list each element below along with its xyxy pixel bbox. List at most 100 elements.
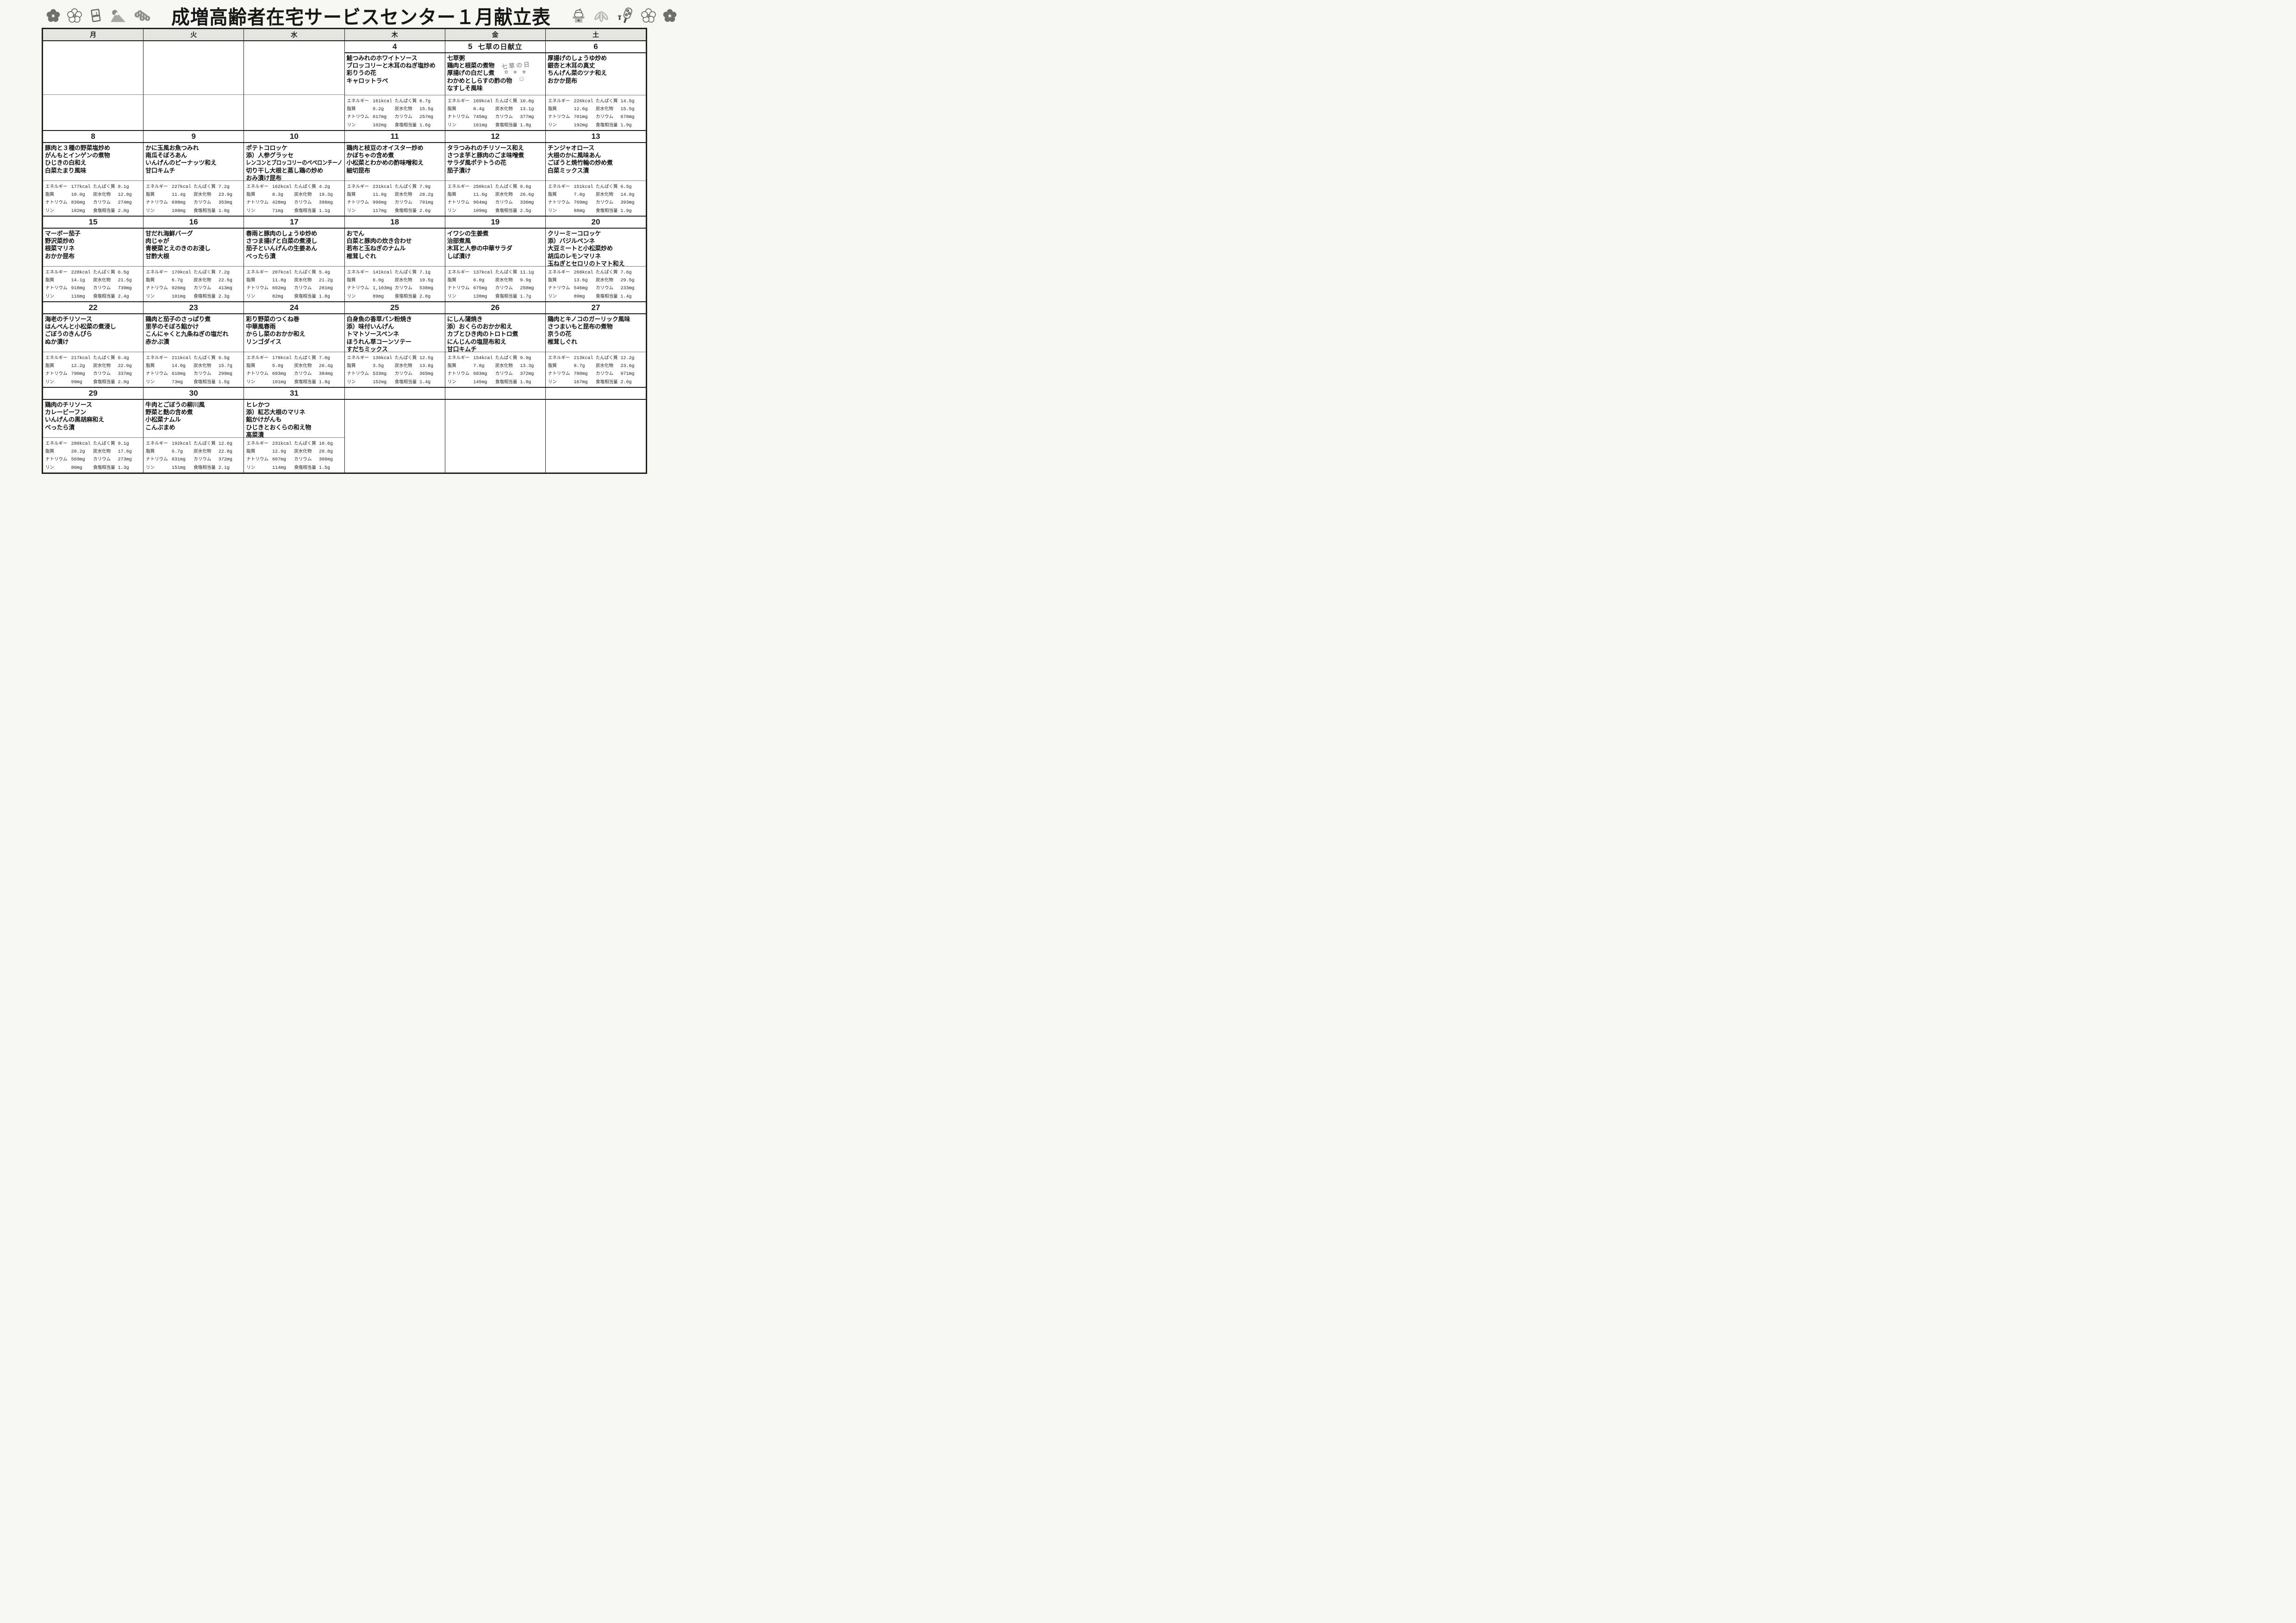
nutrition-value: 14.1g bbox=[71, 278, 85, 284]
day-header: 11 bbox=[344, 131, 445, 143]
page-title: 成増高齢者在宅サービスセンター１月献立表 bbox=[171, 7, 551, 29]
menu-item: 茄子漬け bbox=[447, 167, 471, 174]
nutrition-value: 1.6g bbox=[419, 123, 431, 128]
nutrition-row: リン 108mg 食塩相当量 1.8g bbox=[146, 207, 241, 215]
nutrition-row: ナトリウム 683mg カリウム 372mg bbox=[448, 370, 543, 378]
menu-item: おでん bbox=[346, 230, 365, 237]
nutrition-label: リン bbox=[447, 293, 456, 299]
nutrition-value: 365mg bbox=[419, 372, 434, 377]
nutrition-row: リン 89mg 食塩相当量 1.4g bbox=[548, 292, 643, 300]
nutrition-label: 炭水化物 bbox=[93, 363, 111, 369]
nutrition-value: 89mg bbox=[574, 294, 585, 299]
nutrition-label: エネルギー bbox=[45, 441, 68, 446]
menu-item: 南瓜そぼろあん bbox=[145, 152, 187, 159]
nutrition-label: 炭水化物 bbox=[595, 106, 613, 112]
new-year-card-icon bbox=[91, 9, 101, 22]
nutrition-panel: エネルギー 231kcal たんぱく質 10.6g 脂質 12.9g 炭水化物 20.8g ナト… bbox=[244, 437, 344, 473]
nutrition-row: ナトリウム 546mg カリウム 233mg bbox=[548, 284, 643, 292]
nutrition-value: 11.4g bbox=[171, 193, 186, 198]
menu-item: 大根のかに風味あん bbox=[547, 152, 601, 159]
nutrition-value: 22.0g bbox=[118, 364, 132, 369]
nutrition-value: 610mg bbox=[171, 372, 186, 377]
menu-item: ポテトコロッケ bbox=[246, 144, 287, 151]
nutrition-value: 137kcal bbox=[473, 270, 493, 275]
svg-text:✳: ✳ bbox=[668, 14, 672, 19]
menu-item: 里芋のそぼろ餡かけ bbox=[145, 323, 199, 330]
nutrition-value: 11.1g bbox=[520, 270, 534, 275]
nutrition-label: カリウム bbox=[495, 200, 513, 205]
menu-item: 椎茸しぐれ bbox=[346, 252, 376, 260]
menu-item: おかか昆布 bbox=[547, 77, 577, 84]
menu-item: 彩りうの花 bbox=[346, 69, 376, 77]
nutrition-value: 1.8g bbox=[218, 208, 230, 214]
nutrition-label: 炭水化物 bbox=[93, 192, 111, 198]
nutrition-row: リン 99mg 食塩相当量 2.0g bbox=[45, 378, 141, 386]
nutrition-value: 101mg bbox=[171, 294, 186, 299]
nutrition-value: 192kcal bbox=[171, 442, 191, 447]
day-number: 20 bbox=[591, 218, 600, 226]
nutrition-value: 13.1g bbox=[520, 107, 534, 112]
menu-list: 鮭つみれのホワイトソース ブロッコリーと木耳のねぎ塩炒め 彩りうの花 キャロットラペ bbox=[345, 53, 445, 95]
nutrition-label: カリウム bbox=[193, 200, 212, 205]
nutrition-value: 8.1g bbox=[118, 185, 129, 190]
weekday-header: 金 bbox=[445, 29, 546, 40]
nutrition-value: 336mg bbox=[520, 200, 534, 206]
empty-day-strip bbox=[545, 388, 646, 400]
nutrition-label: 食塩相当量 bbox=[595, 293, 618, 299]
nutrition-row: リン 88mg 食塩相当量 1.9g bbox=[548, 207, 643, 215]
nutrition-value: 211kcal bbox=[171, 356, 191, 361]
menu-calendar-page: ✳ ✳ bbox=[0, 0, 689, 487]
nutrition-value: 22.8g bbox=[218, 449, 232, 455]
nutrition-row: エネルギー 268kcal たんぱく質 7.6g bbox=[548, 268, 643, 276]
nutrition-label: たんぱく質 bbox=[193, 270, 216, 275]
menu-item: 添）味付いんげん bbox=[346, 323, 394, 330]
nutrition-row: エネルギー 130kcal たんぱく質 12.5g bbox=[347, 354, 443, 362]
nutrition-value: 2.0g bbox=[118, 379, 129, 385]
menu-item: 椎茸しぐれ bbox=[547, 338, 577, 345]
nutrition-value: 88mg bbox=[574, 208, 585, 214]
smiling-faces-icon: ☺ ☺ bbox=[505, 75, 527, 83]
nutrition-label: 食塩相当量 bbox=[495, 208, 518, 213]
nutrition-label: ナトリウム bbox=[447, 371, 470, 377]
day-header: 10 bbox=[244, 131, 344, 143]
menu-list: かに玉風お魚つみれ 南瓜そぼろあん いんげんのピーナッツ和え 甘口キムチ bbox=[144, 143, 243, 180]
nutrition-label: 食塩相当量 bbox=[495, 379, 518, 385]
nutrition-label: ナトリウム bbox=[347, 286, 369, 291]
nutrition-label: 脂質 bbox=[246, 278, 256, 283]
nutrition-label: 炭水化物 bbox=[595, 192, 613, 198]
weekday-header: 木 bbox=[345, 29, 445, 40]
menu-item: 七草粥 bbox=[447, 55, 465, 62]
nutrition-value: 1.5g bbox=[218, 379, 230, 385]
calendar-cell-day-30: 30 牛肉とごぼうの柳川風 野菜と麩の含め煮 小松菜ナムル こんぶまめ エネルギー 192k… bbox=[144, 388, 244, 473]
menu-item: かぼちゃの含め煮 bbox=[346, 152, 394, 159]
flower-doodles-icon: ✿ ❀ ✾ bbox=[504, 70, 528, 75]
nutrition-label: たんぱく質 bbox=[93, 184, 115, 189]
nutrition-row: エネルギー 228kcal たんぱく質 6.5g bbox=[45, 268, 141, 276]
menu-item: 餡かけがんも bbox=[246, 416, 282, 423]
day-number: 13 bbox=[591, 132, 600, 141]
nutrition-row: リン 102mg 食塩相当量 2.0g bbox=[45, 207, 141, 215]
nutrition-label: 炭水化物 bbox=[93, 278, 111, 283]
nutrition-label: 脂質 bbox=[548, 278, 557, 283]
nutrition-panel: エネルギー 130kcal たんぱく質 12.5g 脂質 3.5g 炭水化物 13.8g ナトリ… bbox=[344, 352, 445, 387]
calendar-cell-empty bbox=[144, 41, 244, 130]
menu-item: 切り干し大根と蒸し鶏の炒め bbox=[246, 167, 323, 174]
nutrition-row: 脂質 20.2g 炭水化物 17.6g bbox=[45, 448, 141, 455]
nutrition-label: 炭水化物 bbox=[595, 363, 613, 369]
nutrition-label: 炭水化物 bbox=[495, 363, 513, 369]
nutrition-label: エネルギー bbox=[146, 184, 168, 189]
nutrition-row: エネルギー 170kcal たんぱく質 7.2g bbox=[146, 268, 241, 276]
nutrition-value: 9.2g bbox=[373, 107, 384, 112]
nutrition-value: 109mg bbox=[473, 208, 487, 214]
nutrition-value: 372mg bbox=[520, 372, 534, 377]
day-header: 8 bbox=[43, 131, 144, 143]
menu-item: 胡瓜のレモンマリネ bbox=[547, 252, 601, 260]
nutrition-value: 12.8g bbox=[118, 193, 132, 198]
nutrition-value: 1.9g bbox=[520, 379, 531, 385]
day-number: 8 bbox=[91, 132, 95, 141]
nutrition-value: 769mg bbox=[574, 200, 588, 206]
day-header: 18 bbox=[344, 217, 445, 229]
nutrition-row: 脂質 14.0g 炭水化物 15.7g bbox=[146, 362, 241, 370]
menu-item: 春雨と豚肉のしょうゆ炒め bbox=[246, 230, 317, 237]
nutrition-value: 14.0g bbox=[171, 364, 186, 369]
